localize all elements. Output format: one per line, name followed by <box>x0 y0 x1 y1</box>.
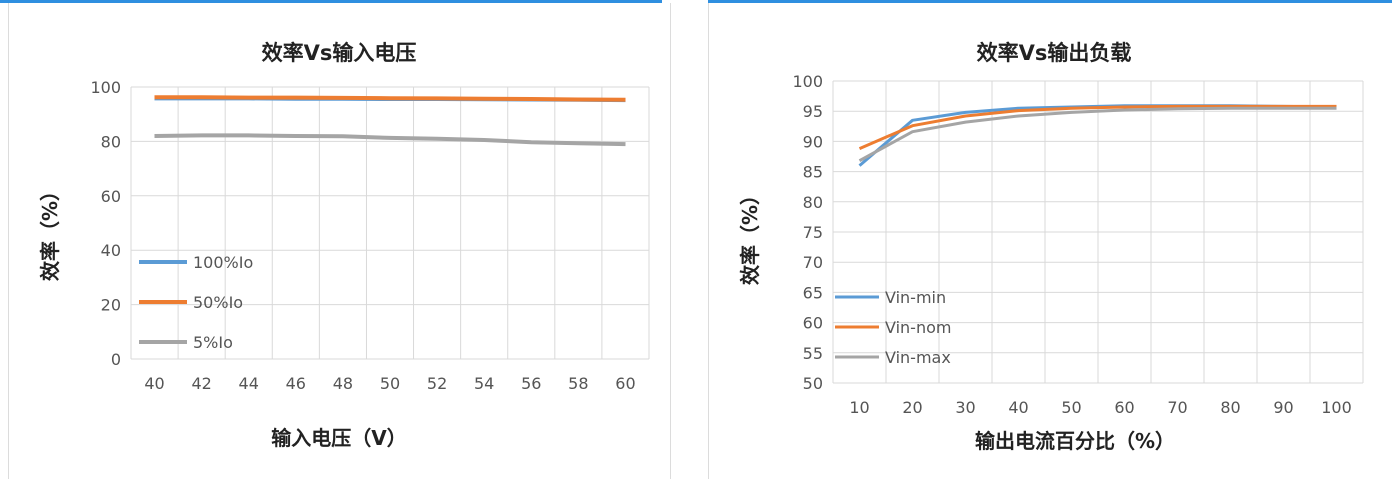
y-tick-label: 65 <box>803 283 823 302</box>
plot-area <box>832 80 1364 384</box>
y-tick-label: 40 <box>101 241 121 260</box>
x-tick-label: 44 <box>239 374 259 393</box>
plot-area <box>130 86 650 360</box>
x-tick-label: 90 <box>1273 398 1293 417</box>
legend-label: Vin-max <box>885 348 951 367</box>
x-tick-label: 100 <box>1321 398 1352 417</box>
y-tick-label: 80 <box>803 193 823 212</box>
y-tick-label: 95 <box>803 102 823 121</box>
y-tick-label: 100 <box>792 72 823 91</box>
x-tick-label: 42 <box>191 374 211 393</box>
legend: Vin-min Vin-nom Vin-max <box>835 288 951 367</box>
x-tick-label: 46 <box>286 374 306 393</box>
x-tick-label: 20 <box>902 398 922 417</box>
chart-panel-input-voltage: 效率Vs输入电压 输入电压（V） 效率（%） 0 20 40 60 80 100 40 42 4… <box>8 3 671 479</box>
y-tick-label: 100 <box>90 78 121 97</box>
x-tick-label: 40 <box>1008 398 1028 417</box>
x-tick-label: 60 <box>615 374 635 393</box>
legend-label: Vin-min <box>885 288 946 307</box>
x-tick-label: 60 <box>1114 398 1134 417</box>
x-tick-label: 50 <box>1061 398 1081 417</box>
legend-label: 5%Io <box>193 333 233 352</box>
top-accent-line <box>708 0 1392 3</box>
x-tick-label: 52 <box>427 374 447 393</box>
x-tick-label: 48 <box>333 374 353 393</box>
y-tick-label: 85 <box>803 163 823 182</box>
efficiency-vs-input-voltage-chart: 效率Vs输入电压 输入电压（V） 效率（%） 0 20 40 60 80 100 40 42 4… <box>38 41 650 450</box>
series-line-5-io <box>154 133 626 147</box>
x-tick-label: 30 <box>955 398 975 417</box>
legend-label: 100%Io <box>193 253 253 272</box>
y-tick-label: 50 <box>803 374 823 393</box>
y-tick-label: 60 <box>803 314 823 333</box>
y-tick-label: 90 <box>803 132 823 151</box>
top-accent-line <box>0 0 662 3</box>
chart-panel-output-load: 效率Vs输出负载 输出电流百分比（%） 效率（%） 50 55 60 65 70 75 80… <box>708 3 1392 479</box>
x-tick-label: 40 <box>144 374 164 393</box>
chart-title: 效率Vs输出负载 <box>977 41 1132 65</box>
y-tick-label: 55 <box>803 344 823 363</box>
chart-title: 效率Vs输入电压 <box>262 41 417 65</box>
y-tick-label: 60 <box>101 187 121 206</box>
series-line-50-io <box>154 95 626 102</box>
y-tick-label: 75 <box>803 223 823 242</box>
x-axis-title: 输出电流百分比（%） <box>975 429 1175 453</box>
legend-label: Vin-nom <box>885 318 951 337</box>
legend-label: 50%Io <box>193 293 243 312</box>
legend: 100%Io 50%Io 5%Io <box>139 253 253 352</box>
y-tick-label: 20 <box>101 296 121 315</box>
x-axis-title: 输入电压（V） <box>271 426 406 450</box>
x-tick-label: 56 <box>521 374 541 393</box>
x-tick-label: 70 <box>1167 398 1187 417</box>
x-tick-label: 10 <box>849 398 869 417</box>
y-tick-label: 70 <box>803 253 823 272</box>
x-tick-label: 80 <box>1220 398 1240 417</box>
y-tick-label: 80 <box>101 132 121 151</box>
series-line-vin-nom <box>858 104 1337 150</box>
y-axis-title: 效率（%） <box>38 181 62 281</box>
y-axis-title: 效率（%） <box>738 185 762 285</box>
x-tick-label: 54 <box>474 374 494 393</box>
series-line-vin-max <box>858 106 1337 163</box>
x-tick-label: 58 <box>568 374 588 393</box>
efficiency-vs-output-load-chart: 效率Vs输出负载 输出电流百分比（%） 效率（%） 50 55 60 65 70 75 80… <box>738 41 1364 453</box>
y-tick-label: 0 <box>111 350 121 369</box>
x-tick-label: 50 <box>380 374 400 393</box>
